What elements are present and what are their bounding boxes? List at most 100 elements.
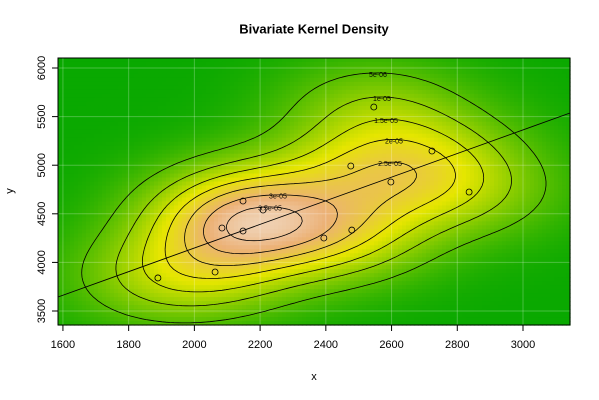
- density-cell: [194, 77, 199, 83]
- density-cell: [182, 97, 187, 103]
- density-cell: [346, 205, 351, 211]
- density-cell: [190, 69, 195, 75]
- density-cell: [282, 125, 287, 131]
- density-cell: [530, 69, 535, 75]
- density-cell: [398, 141, 403, 147]
- density-cell: [154, 121, 159, 127]
- density-cell: [430, 165, 435, 171]
- density-cell: [434, 109, 439, 115]
- density-cell: [66, 149, 71, 155]
- density-cell: [158, 89, 163, 95]
- density-cell: [338, 137, 343, 143]
- density-cell: [542, 85, 547, 91]
- density-cell: [502, 149, 507, 155]
- density-cell: [178, 137, 183, 143]
- density-cell: [446, 73, 451, 79]
- density-cell: [394, 129, 399, 135]
- density-cell: [522, 121, 527, 127]
- density-cell: [198, 189, 203, 195]
- density-cell: [66, 109, 71, 115]
- density-cell: [102, 161, 107, 167]
- density-cell: [238, 85, 243, 91]
- density-cell: [146, 85, 151, 91]
- density-cell: [526, 129, 531, 135]
- density-cell: [530, 209, 535, 215]
- density-cell: [94, 65, 99, 71]
- density-cell: [390, 141, 395, 147]
- density-cell: [394, 205, 399, 211]
- density-cell: [510, 205, 515, 211]
- density-cell: [526, 121, 531, 127]
- density-cell: [90, 201, 95, 207]
- density-cell: [526, 65, 531, 71]
- density-cell: [394, 109, 399, 115]
- density-cell: [174, 89, 179, 95]
- density-cell: [394, 69, 399, 75]
- density-cell: [82, 58, 87, 63]
- density-cell: [474, 81, 479, 87]
- density-cell: [174, 185, 179, 191]
- density-cell: [406, 93, 411, 99]
- density-cell: [342, 181, 347, 187]
- density-cell: [534, 77, 539, 83]
- density-cell: [370, 137, 375, 143]
- density-cell: [126, 101, 131, 107]
- density-cell: [334, 153, 339, 159]
- density-cell: [102, 77, 107, 83]
- density-cell: [470, 69, 475, 75]
- density-cell: [374, 137, 379, 143]
- density-cell: [450, 177, 455, 183]
- density-cell: [122, 193, 127, 199]
- density-cell: [558, 161, 563, 167]
- density-cell: [206, 165, 211, 171]
- density-cell: [210, 201, 215, 207]
- density-cell: [510, 209, 515, 215]
- density-cell: [154, 105, 159, 111]
- density-cell: [166, 169, 171, 175]
- density-cell: [194, 129, 199, 135]
- density-cell: [270, 165, 275, 171]
- density-cell: [350, 109, 355, 115]
- density-cell: [158, 61, 163, 67]
- density-cell: [178, 173, 183, 179]
- density-cell: [390, 209, 395, 215]
- density-cell: [314, 133, 319, 139]
- density-cell: [130, 73, 135, 79]
- density-cell: [426, 173, 431, 179]
- density-cell: [82, 89, 87, 95]
- density-cell: [226, 169, 231, 175]
- density-cell: [106, 117, 111, 123]
- density-cell: [110, 105, 115, 111]
- density-cell: [354, 141, 359, 147]
- density-cell: [514, 153, 519, 159]
- density-cell: [538, 109, 543, 115]
- density-cell: [78, 153, 83, 159]
- density-cell: [530, 129, 535, 135]
- density-cell: [270, 201, 275, 207]
- density-cell: [530, 145, 535, 151]
- density-cell: [314, 205, 319, 211]
- density-cell: [150, 169, 155, 175]
- density-cell: [82, 133, 87, 139]
- density-cell: [422, 185, 427, 191]
- density-cell: [118, 169, 123, 175]
- density-cell: [142, 189, 147, 195]
- density-cell: [486, 165, 491, 171]
- density-cell: [186, 181, 191, 187]
- density-cell: [462, 58, 467, 63]
- density-cell: [222, 129, 227, 135]
- density-cell: [406, 153, 411, 159]
- density-cell: [406, 189, 411, 195]
- density-cell: [126, 97, 131, 103]
- density-cell: [526, 185, 531, 191]
- density-cell: [550, 165, 555, 171]
- density-cell: [262, 109, 267, 115]
- density-cell: [314, 169, 319, 175]
- density-cell: [270, 61, 275, 67]
- density-cell: [226, 81, 231, 87]
- density-cell: [170, 69, 175, 75]
- density-cell: [90, 153, 95, 159]
- density-cell: [58, 169, 63, 175]
- density-cell: [422, 61, 427, 67]
- density-cell: [214, 169, 219, 175]
